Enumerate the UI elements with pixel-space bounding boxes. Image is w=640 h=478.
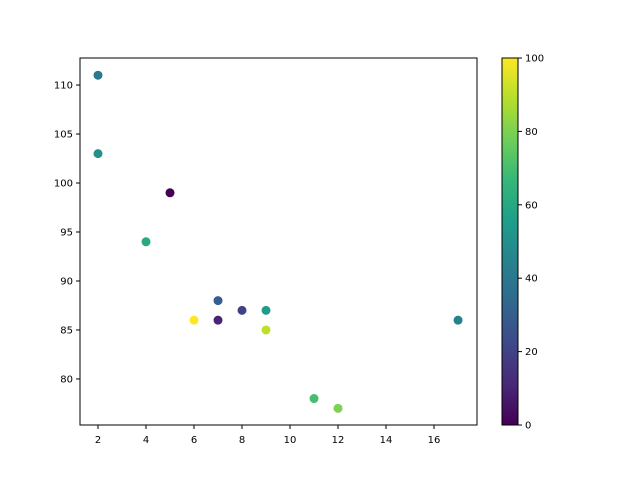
- data-point: [237, 305, 247, 315]
- colorbar-tick-label: 60: [525, 200, 538, 211]
- points-layer: [93, 70, 463, 413]
- colorbar-tick-label: 20: [525, 347, 538, 358]
- x-tick-label: 8: [239, 435, 245, 446]
- x-tick-label: 14: [380, 435, 393, 446]
- colorbar-axis: 0 20 40 60 80 100: [518, 54, 544, 432]
- data-point: [333, 403, 343, 413]
- colorbar-tick-label: 80: [525, 127, 538, 138]
- data-point: [141, 237, 151, 247]
- colorbar-tick-label: 40: [525, 274, 538, 285]
- x-tick-label: 2: [95, 435, 101, 446]
- data-point: [261, 325, 271, 335]
- y-tick-label: 100: [54, 179, 73, 190]
- data-point: [189, 315, 199, 325]
- y-tick-label: 105: [54, 130, 73, 141]
- y-tick-label: 95: [60, 227, 73, 238]
- data-point: [93, 149, 103, 159]
- y-axis: 80 85 90 95 100 105 110: [54, 81, 80, 385]
- y-tick-label: 85: [60, 325, 73, 336]
- y-tick-label: 80: [60, 374, 73, 385]
- colorbar: [501, 57, 519, 426]
- colorbar-tick-label: 0: [525, 421, 531, 432]
- data-point: [165, 188, 175, 198]
- x-axis: 2 4 6 8 10 12 14 16: [95, 425, 441, 446]
- x-tick-label: 4: [143, 435, 149, 446]
- x-tick-label: 6: [191, 435, 197, 446]
- data-point: [453, 315, 463, 325]
- x-tick-label: 16: [428, 435, 441, 446]
- x-tick-label: 12: [332, 435, 345, 446]
- data-point: [93, 70, 103, 80]
- colorbar-tick-label: 100: [525, 54, 544, 65]
- y-tick-label: 110: [54, 81, 73, 92]
- data-point: [309, 394, 319, 404]
- plot-frame: [79, 57, 478, 426]
- data-point: [213, 315, 223, 325]
- y-tick-label: 90: [60, 276, 73, 287]
- x-tick-label: 10: [284, 435, 297, 446]
- data-point: [213, 296, 223, 306]
- data-point: [261, 305, 271, 315]
